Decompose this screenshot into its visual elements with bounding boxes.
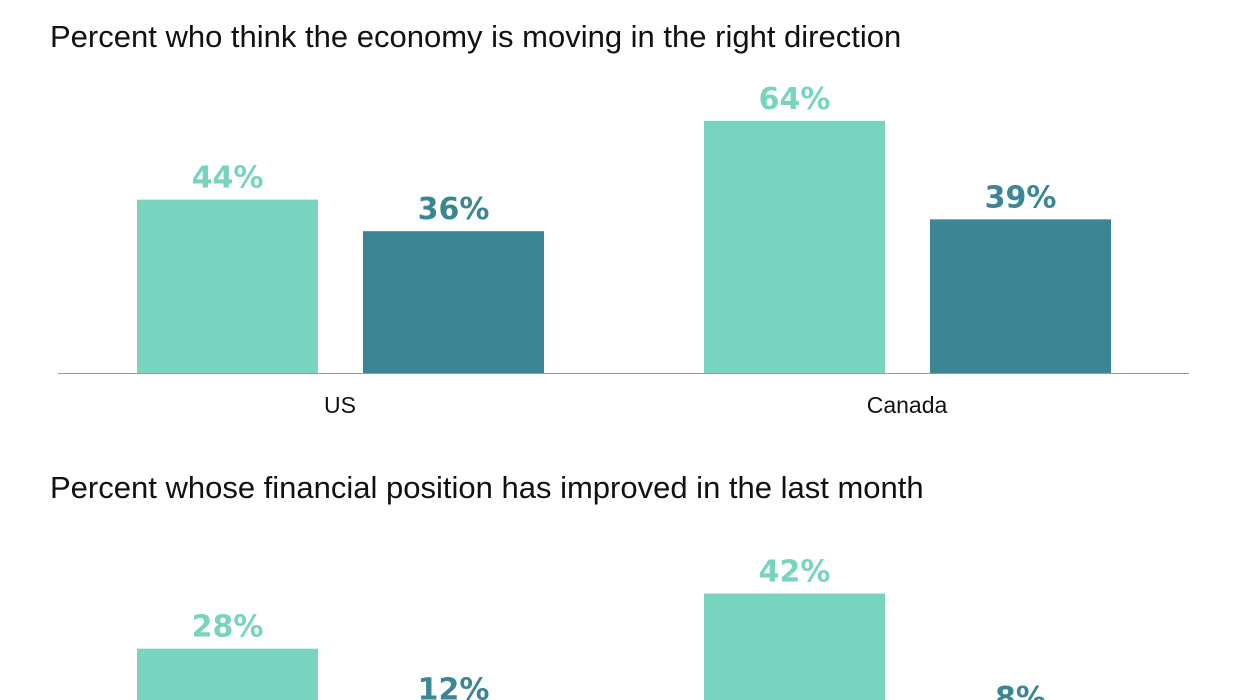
data-label: 28% — [192, 610, 264, 645]
data-label: 64% — [759, 82, 831, 117]
bar-canada-series-2 — [930, 219, 1111, 373]
data-label: 42% — [759, 555, 831, 590]
bar-us-series-1 — [137, 199, 318, 373]
chart-1-plot: 44% 36% US 64% 39% Canada — [58, 82, 1189, 418]
data-label: 12% — [418, 673, 490, 700]
bar-us-series-2 — [363, 231, 544, 373]
bar-canada-series-1 — [704, 593, 885, 700]
bar-canada-series-1 — [704, 120, 885, 373]
category-label: US — [324, 392, 356, 418]
data-label: 39% — [985, 180, 1057, 215]
data-label: 36% — [418, 192, 490, 227]
chart-2-plot: 28% 12% 42% 8% — [137, 555, 1046, 700]
data-label: 8% — [995, 681, 1046, 700]
chart-2-title: Percent whose financial position has imp… — [50, 470, 924, 505]
category-label: Canada — [867, 392, 948, 418]
bar-us-series-1 — [137, 648, 318, 700]
data-label: 44% — [192, 161, 264, 196]
chart-1-title: Percent who think the economy is moving … — [50, 19, 901, 54]
